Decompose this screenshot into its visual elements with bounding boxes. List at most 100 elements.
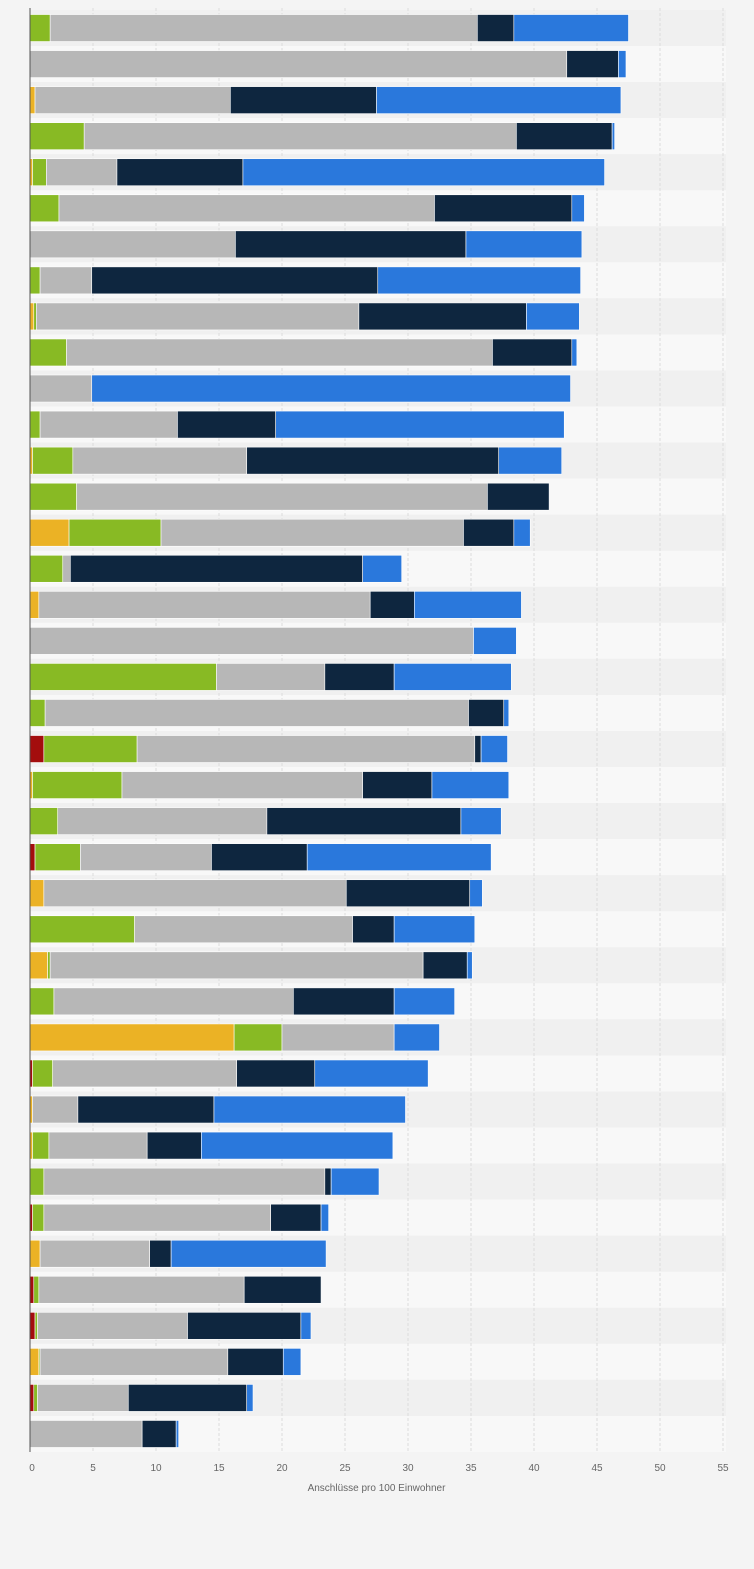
bar-row [29, 951, 473, 980]
bar-segment-navy [177, 410, 276, 439]
bar-segment-navy [422, 951, 468, 980]
bar-row [29, 771, 510, 799]
bar-segment-navy [468, 699, 505, 727]
bar-row [29, 50, 627, 78]
bar-segment-blue [526, 302, 580, 331]
bar-segment-navy [236, 1059, 316, 1088]
bar-row [29, 1420, 179, 1448]
bar-segment-blue [282, 1348, 302, 1376]
bar-segment-navy [516, 122, 613, 150]
bar-segment-navy [70, 554, 363, 583]
bar-segment-navy [149, 1239, 172, 1268]
bar-row [29, 1312, 312, 1340]
bar-segment-blue [460, 807, 502, 835]
bar-segment-blue [513, 14, 629, 42]
bar-segment-gray [43, 879, 347, 908]
row-bands [30, 10, 726, 1452]
bar-segment-green [34, 843, 81, 871]
bar-segment-yellow [29, 951, 48, 980]
bar-segment-green [32, 1059, 53, 1088]
bar-segment-blue [466, 951, 473, 980]
bar-segment-red [29, 1275, 35, 1304]
bar-segment-gray [43, 1167, 326, 1196]
x-tick-label: 25 [339, 1463, 351, 1474]
bar-segment-gray [72, 446, 248, 475]
bar-segment-green [29, 122, 85, 150]
bar-row [29, 446, 563, 475]
bar-segment-gray [39, 1239, 151, 1268]
bar-row [29, 14, 629, 42]
bar-segment-gray [35, 302, 360, 331]
bar-segment-gray [121, 771, 363, 799]
bar-segment-navy [127, 1384, 248, 1412]
bar-segment-gray [57, 807, 268, 835]
bar-segment-blue [213, 1095, 406, 1124]
bar-row [29, 663, 512, 691]
bar-segment-green [32, 158, 47, 187]
bar-row [29, 627, 517, 655]
bar-segment-blue [275, 410, 565, 439]
bar-segment-blue [91, 374, 571, 403]
x-tick-label: 5 [90, 1463, 96, 1474]
bar-segment-navy [492, 338, 573, 367]
bar-segment-gray [58, 194, 435, 223]
bar-segment-yellow [29, 1023, 235, 1052]
bar-segment-blue [170, 1239, 327, 1268]
bar-row [29, 807, 502, 835]
bar-segment-gray [83, 122, 517, 150]
bar-segment-yellow [29, 302, 35, 331]
bar-segment-blue [314, 1059, 429, 1088]
bar-row [29, 879, 483, 908]
bar-segment-gray [160, 518, 464, 547]
bar-segment-blue [611, 122, 615, 150]
bar-row [29, 518, 531, 547]
bar-segment-green [29, 1167, 45, 1196]
bar-segment-blue [306, 843, 492, 871]
bar-segment-green [29, 807, 59, 835]
bar-segment-navy [266, 807, 462, 835]
bar-segment-navy [293, 987, 395, 1016]
bar-segment-gray [76, 482, 488, 511]
bar-segment-gray [29, 627, 474, 655]
x-tick-label: 55 [717, 1463, 729, 1474]
x-tick-label: 35 [465, 1463, 477, 1474]
bar-row [29, 735, 508, 763]
x-tick-label: 40 [528, 1463, 540, 1474]
bar-segment-green [29, 987, 55, 1016]
bar-segment-gray [52, 1059, 237, 1088]
bar-segment-green [32, 1203, 45, 1232]
bar-row [29, 1167, 380, 1196]
bar-row [29, 1239, 327, 1268]
bar-segment-gray [49, 14, 478, 42]
bar-segment-gray [49, 951, 424, 980]
bar-segment-navy [187, 1312, 302, 1340]
bar-segment-navy [91, 266, 379, 295]
bar-segment-blue [201, 1131, 394, 1160]
bar-segment-blue [242, 158, 605, 187]
bar-row [29, 338, 578, 367]
bar-segment-blue [469, 879, 483, 908]
bar-segment-navy [352, 915, 395, 944]
bar-segment-blue [413, 591, 522, 619]
bar-row [29, 482, 550, 511]
x-axis-ticks: 0 5 10 15 20 25 30 35 40 45 50 55 [29, 1463, 729, 1474]
bar-segment-yellow [29, 518, 70, 547]
bar-segment-blue [330, 1167, 380, 1196]
bar-segment-gray [281, 1023, 395, 1052]
bar-segment-blue [393, 987, 455, 1016]
bar-segment-blue [246, 1384, 254, 1412]
bar-segment-navy [566, 50, 619, 78]
bar-row [29, 1023, 440, 1052]
bar-row [29, 1384, 254, 1412]
bar-segment-green [47, 951, 51, 980]
bar-segment-gray [216, 663, 326, 691]
bar-segment-gray [32, 1095, 79, 1124]
bar-segment-blue [571, 338, 578, 367]
bar-segment-navy [487, 482, 550, 511]
bar-segment-gray [37, 1312, 188, 1340]
bar-segment-navy [324, 663, 395, 691]
bar-segment-navy [246, 446, 500, 475]
bar-row [29, 1059, 429, 1088]
x-axis-title: Anschlüsse pro 100 Einwohner [308, 1483, 447, 1494]
bar-segment-blue [431, 771, 510, 799]
